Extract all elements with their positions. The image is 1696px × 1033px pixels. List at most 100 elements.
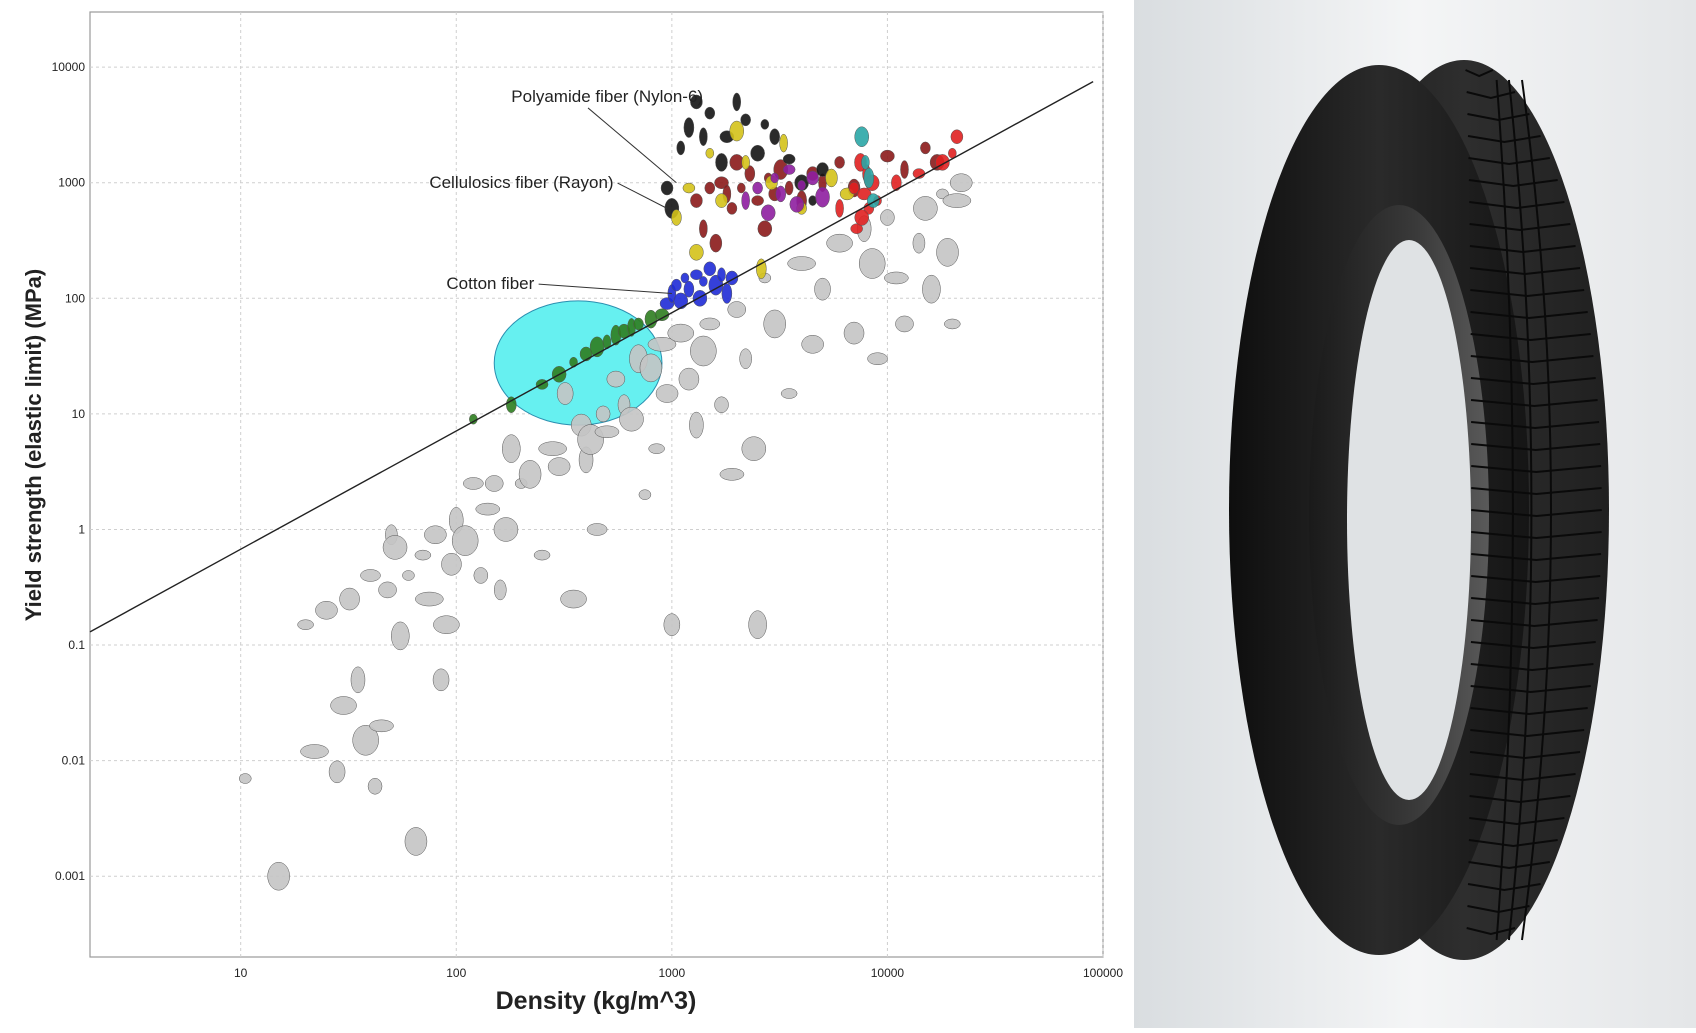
data-point bbox=[920, 141, 931, 155]
data-point bbox=[699, 317, 721, 331]
data-point bbox=[433, 615, 460, 634]
data-point bbox=[884, 271, 909, 285]
data-point bbox=[315, 601, 338, 620]
data-point bbox=[556, 382, 574, 405]
data-point bbox=[709, 233, 723, 253]
data-point bbox=[638, 489, 652, 500]
data-point bbox=[297, 619, 314, 630]
data-point bbox=[655, 384, 679, 403]
data-point bbox=[690, 335, 717, 367]
data-point bbox=[729, 120, 744, 142]
data-point bbox=[586, 523, 608, 536]
data-point bbox=[547, 457, 571, 476]
data-point bbox=[825, 168, 838, 188]
data-point bbox=[741, 191, 750, 210]
data-point bbox=[782, 153, 796, 165]
data-point bbox=[784, 180, 794, 196]
data-point bbox=[663, 613, 681, 636]
data-point bbox=[518, 460, 542, 489]
data-point bbox=[352, 725, 379, 756]
data-point bbox=[683, 117, 695, 138]
data-point bbox=[950, 129, 964, 144]
data-point bbox=[619, 406, 644, 432]
data-point bbox=[502, 434, 521, 463]
data-point bbox=[760, 204, 776, 221]
data-point bbox=[369, 719, 394, 733]
x-tick-label: 10 bbox=[234, 966, 248, 980]
guideline-line bbox=[89, 80, 1094, 633]
data-point bbox=[744, 165, 756, 182]
data-point bbox=[913, 196, 938, 221]
annotation-label: Polyamide fiber (Nylon-6) bbox=[511, 87, 703, 106]
data-point bbox=[922, 274, 941, 304]
data-point bbox=[595, 405, 611, 423]
data-point bbox=[606, 370, 626, 388]
data-point bbox=[633, 317, 644, 331]
data-point bbox=[648, 443, 665, 454]
guideline bbox=[89, 80, 1094, 633]
data-point bbox=[750, 144, 765, 162]
x-tick-label: 10000 bbox=[871, 966, 905, 980]
data-point bbox=[944, 318, 961, 330]
data-point bbox=[705, 147, 715, 159]
data-point bbox=[779, 133, 788, 153]
data-point bbox=[683, 280, 695, 298]
data-point bbox=[350, 666, 366, 694]
data-point bbox=[867, 352, 888, 365]
data-point bbox=[673, 292, 689, 310]
data-point bbox=[737, 182, 746, 194]
data-point bbox=[834, 156, 845, 169]
data-point bbox=[678, 367, 700, 391]
data-point bbox=[780, 388, 798, 399]
data-point bbox=[533, 549, 551, 561]
data-point bbox=[741, 155, 750, 170]
data-point bbox=[414, 549, 432, 561]
data-point bbox=[797, 180, 806, 191]
data-point bbox=[680, 272, 690, 284]
data-point bbox=[775, 185, 786, 203]
data-point bbox=[328, 760, 346, 784]
data-point bbox=[751, 195, 764, 206]
y-tick-label: 100 bbox=[65, 291, 85, 305]
data-point bbox=[594, 425, 620, 439]
data-point bbox=[880, 149, 895, 163]
data-point bbox=[689, 244, 704, 261]
data-point bbox=[741, 436, 767, 461]
data-point bbox=[671, 278, 682, 292]
data-point bbox=[692, 290, 708, 307]
data-point bbox=[660, 180, 674, 196]
data-point bbox=[699, 276, 708, 287]
data-point bbox=[671, 209, 682, 226]
data-point bbox=[382, 535, 408, 560]
data-point bbox=[639, 353, 663, 383]
annotations: Polyamide fiber (Nylon-6) Cellulosics fib… bbox=[429, 87, 703, 295]
data-point bbox=[854, 209, 869, 226]
data-point bbox=[484, 475, 504, 492]
data-point bbox=[740, 113, 751, 127]
data-point bbox=[689, 411, 704, 439]
y-tick-label: 0.001 bbox=[55, 869, 85, 883]
data-points bbox=[239, 92, 973, 891]
data-point bbox=[895, 315, 914, 333]
y-tick-label: 0.01 bbox=[62, 754, 86, 768]
data-point bbox=[538, 441, 567, 456]
data-point bbox=[647, 337, 677, 352]
data-point bbox=[912, 232, 926, 254]
data-point bbox=[690, 269, 703, 280]
y-axis-title: Yield strength (elastic limit) (MPa) bbox=[21, 269, 46, 621]
x-tick-label: 1000 bbox=[658, 966, 685, 980]
data-point bbox=[814, 277, 831, 301]
annotation-leader bbox=[617, 182, 668, 209]
data-point bbox=[942, 193, 972, 208]
y-tick-label: 1000 bbox=[58, 176, 85, 190]
data-point bbox=[806, 170, 819, 186]
data-point bbox=[404, 827, 428, 856]
annotation-label: Cellulosics fiber (Rayon) bbox=[429, 173, 613, 192]
data-point bbox=[560, 589, 587, 609]
data-point bbox=[835, 199, 844, 218]
annotation-label: Cotton fiber bbox=[446, 274, 534, 293]
data-point bbox=[815, 186, 830, 208]
data-point bbox=[378, 581, 397, 599]
data-point bbox=[715, 153, 728, 172]
data-point bbox=[789, 196, 805, 213]
